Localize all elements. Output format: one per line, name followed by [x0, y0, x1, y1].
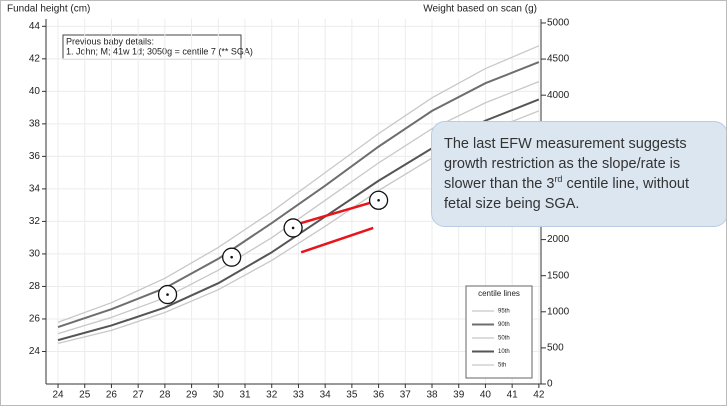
- measurement-dot: [291, 226, 295, 230]
- legend-label: 10th: [498, 349, 510, 355]
- y-tick-label: 24: [29, 346, 41, 357]
- legend-label: 95th: [498, 309, 510, 315]
- x-tick-label: 24: [52, 390, 64, 401]
- y-tick-label: 26: [29, 314, 41, 325]
- x-tick-label: 26: [106, 390, 118, 401]
- x-tick-label: 35: [346, 390, 358, 401]
- x-tick-label: 39: [453, 390, 465, 401]
- callout: The last EFW measurement suggests growth…: [431, 121, 726, 227]
- x-tick-label: 38: [426, 390, 438, 401]
- x-tick-label: 27: [133, 390, 145, 401]
- centile-line: [57, 45, 540, 323]
- y2-tick-label: 1000: [547, 306, 570, 317]
- y-tick-label: 42: [29, 53, 41, 64]
- x-tick-label: 25: [79, 390, 91, 401]
- centile-line: [57, 80, 540, 335]
- x-tick-label: 30: [213, 390, 225, 401]
- measurement-dot: [166, 293, 169, 296]
- x-tick-label: 34: [320, 390, 332, 401]
- y-axis-title: Fundal height (cm): [7, 4, 90, 15]
- x-tick-label: 36: [373, 390, 385, 401]
- y2-tick-label: 500: [547, 343, 564, 354]
- y-tick-label: 32: [29, 216, 41, 227]
- callout-text: centile line, without fetal size being S…: [444, 176, 689, 212]
- x-tick-label: 29: [186, 390, 198, 401]
- measurement-dot: [377, 198, 380, 202]
- y-tick-label: 44: [29, 21, 41, 32]
- trend-line: [300, 200, 374, 225]
- y2-tick-label: 4000: [547, 90, 570, 101]
- y2-axis-title: Weight based on scan (g): [423, 4, 537, 15]
- legend-label: 50th: [498, 336, 510, 342]
- x-tick-label: 33: [293, 390, 305, 401]
- y2-tick-label: 5000: [547, 18, 570, 29]
- legend-title: centile lines: [478, 289, 520, 298]
- y-tick-label: 38: [29, 119, 41, 130]
- previous-baby-box: [62, 34, 242, 60]
- x-tick-label: 37: [400, 390, 412, 401]
- x-tick-label: 41: [507, 390, 519, 401]
- y-tick-label: 34: [29, 184, 41, 195]
- y-tick-label: 40: [29, 86, 41, 97]
- legend-label: 90th: [498, 322, 510, 328]
- x-tick-label: 31: [239, 390, 251, 401]
- y2-tick-label: 0: [547, 379, 553, 390]
- callout-text: The last EFW measurement suggests growth…: [444, 136, 687, 192]
- legend-box: [465, 285, 533, 379]
- trend-line: [300, 226, 374, 254]
- measurement-dot: [230, 255, 233, 259]
- y2-tick-label: 1500: [547, 270, 570, 281]
- x-tick-label: 32: [266, 390, 278, 401]
- x-tick-label: 40: [480, 390, 492, 401]
- y2-tick-label: 2000: [547, 234, 570, 245]
- x-tick-label: 42: [533, 390, 545, 401]
- centile-line: [57, 61, 540, 329]
- y2-tick-label: 4500: [547, 54, 570, 65]
- y-tick-label: 36: [29, 151, 41, 162]
- previous-baby-text: 1. John; M; 41w 1d; 3050g = centile 7 (*…: [66, 46, 253, 56]
- y-tick-label: 30: [29, 249, 41, 260]
- previous-baby-title: Previous baby details:: [66, 36, 154, 46]
- callout-superscript: rd: [554, 174, 563, 185]
- y-tick-label: 28: [29, 281, 41, 292]
- x-tick-label: 28: [159, 390, 171, 401]
- legend-label: 5th: [498, 363, 506, 369]
